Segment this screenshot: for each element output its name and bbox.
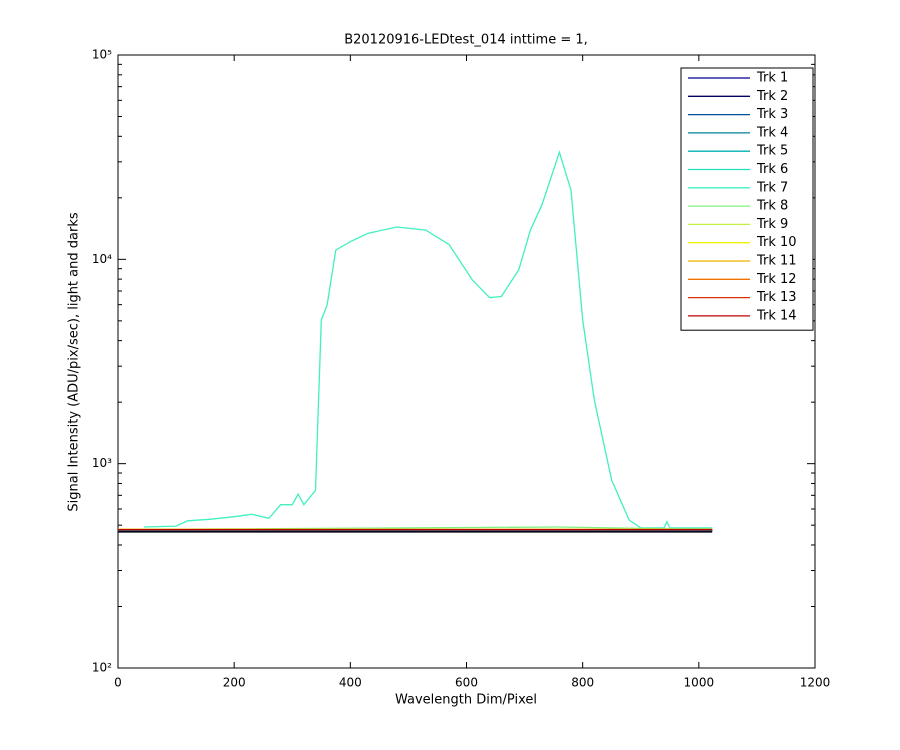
- y-axis-label: Signal Intensity (ADU/pix/sec), light an…: [67, 212, 82, 511]
- legend-text: Trk 1: [756, 71, 788, 86]
- legend-text: Trk 14: [756, 308, 797, 323]
- x-tick-label: 400: [339, 676, 362, 690]
- y-tick-label: 10²: [92, 661, 112, 675]
- x-tick-label: 0: [114, 676, 122, 690]
- x-tick-label: 800: [571, 676, 594, 690]
- y-tick-label: 10³: [92, 456, 112, 470]
- legend-text: Trk 2: [756, 89, 788, 104]
- legend-text: Trk 11: [756, 254, 797, 269]
- legend-text: Trk 9: [756, 217, 788, 232]
- x-tick-label: 200: [223, 676, 246, 690]
- y-tick-label: 10⁵: [92, 48, 112, 62]
- legend-text: Trk 8: [756, 199, 788, 214]
- x-axis-label: Wavelength Dim/Pixel: [395, 693, 537, 708]
- legend-text: Trk 5: [756, 144, 788, 159]
- legend-text: Trk 7: [756, 180, 788, 195]
- data-line: [144, 150, 713, 529]
- legend-text: Trk 6: [756, 162, 788, 177]
- x-tick-label: 600: [455, 676, 478, 690]
- legend-text: Trk 13: [756, 290, 797, 305]
- y-tick-label: 10⁴: [92, 252, 112, 266]
- chart-title: B20120916-LEDtest_014 inttime = 1,: [344, 33, 588, 48]
- data-line: [117, 526, 713, 531]
- x-tick-label: 1000: [684, 676, 715, 690]
- legend-box: [680, 67, 814, 331]
- x-tick-label: 1200: [800, 676, 831, 690]
- legend-text: Trk 12: [756, 272, 797, 287]
- legend-text: Trk 10: [756, 235, 797, 250]
- legend-text: Trk 3: [756, 107, 788, 122]
- legend-text: Trk 4: [756, 125, 788, 140]
